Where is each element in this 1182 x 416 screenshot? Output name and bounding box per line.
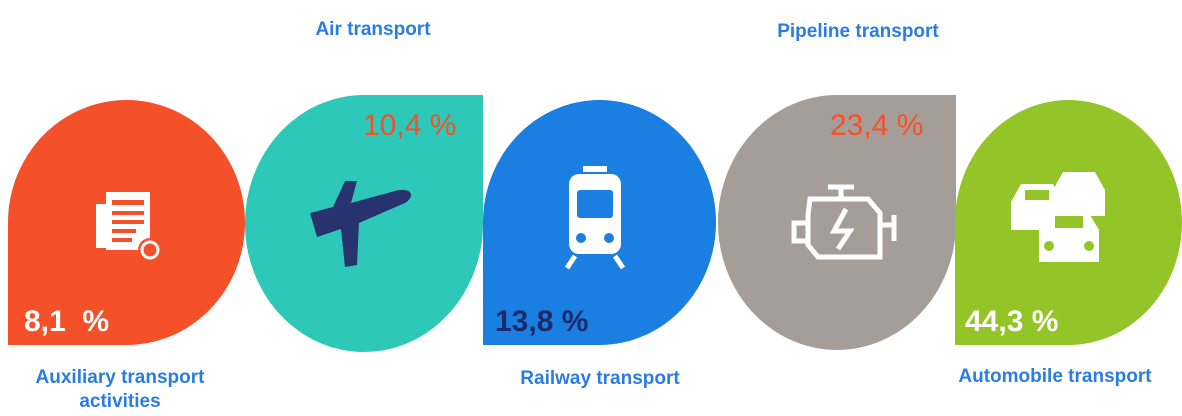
label: Auxiliary transport activities	[35, 367, 205, 412]
value: 13,8 %	[495, 305, 589, 338]
air-drop: 10,4 %	[245, 95, 483, 352]
auxiliary-drop: 8,1 %	[8, 100, 245, 345]
label: Railway transport	[520, 368, 680, 389]
engine-icon	[791, 184, 897, 260]
cars-icon	[1011, 172, 1105, 262]
value: 44,3 %	[965, 305, 1059, 338]
value: 10,4 %	[363, 109, 457, 142]
value: 23,4 %	[830, 109, 924, 142]
label: Automobile transport	[958, 366, 1152, 387]
plane-icon	[310, 181, 412, 267]
value: 8,1 %	[24, 305, 110, 338]
pipeline-drop: 23,4 %	[718, 95, 956, 350]
label: Pipeline transport	[777, 21, 939, 42]
newspaper-icon	[96, 192, 162, 262]
automobile-drop: 44,3 %	[955, 100, 1182, 345]
railway-drop: 13,8 %	[483, 100, 716, 345]
train-icon	[564, 166, 626, 270]
label: Air transport	[315, 19, 431, 40]
